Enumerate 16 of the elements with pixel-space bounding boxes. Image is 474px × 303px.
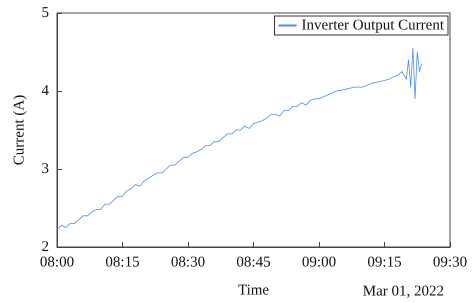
x-tick-label: 08:30 xyxy=(170,254,206,270)
y-tick-label: 5 xyxy=(42,5,49,21)
y-tick-label: 3 xyxy=(42,161,49,177)
x-tick-label: 09:00 xyxy=(302,254,336,270)
y-axis-title: Current (A) xyxy=(12,94,28,166)
x-axis-title: Time xyxy=(238,282,270,298)
y-tick-label: 4 xyxy=(42,83,50,99)
x-tick-label: 09:30 xyxy=(432,254,468,270)
x-tick-label: 09:15 xyxy=(367,254,402,270)
line-series xyxy=(56,48,422,230)
text: Mar 01, 2022 xyxy=(362,284,444,300)
y-tick-label: 2 xyxy=(42,239,49,255)
x-tick-label: 08:45 xyxy=(236,254,271,270)
x-tick-label: 08:15 xyxy=(105,254,140,270)
x-tick-label: 08:00 xyxy=(40,254,74,270)
legend-label: Inverter Output Current xyxy=(302,18,445,34)
